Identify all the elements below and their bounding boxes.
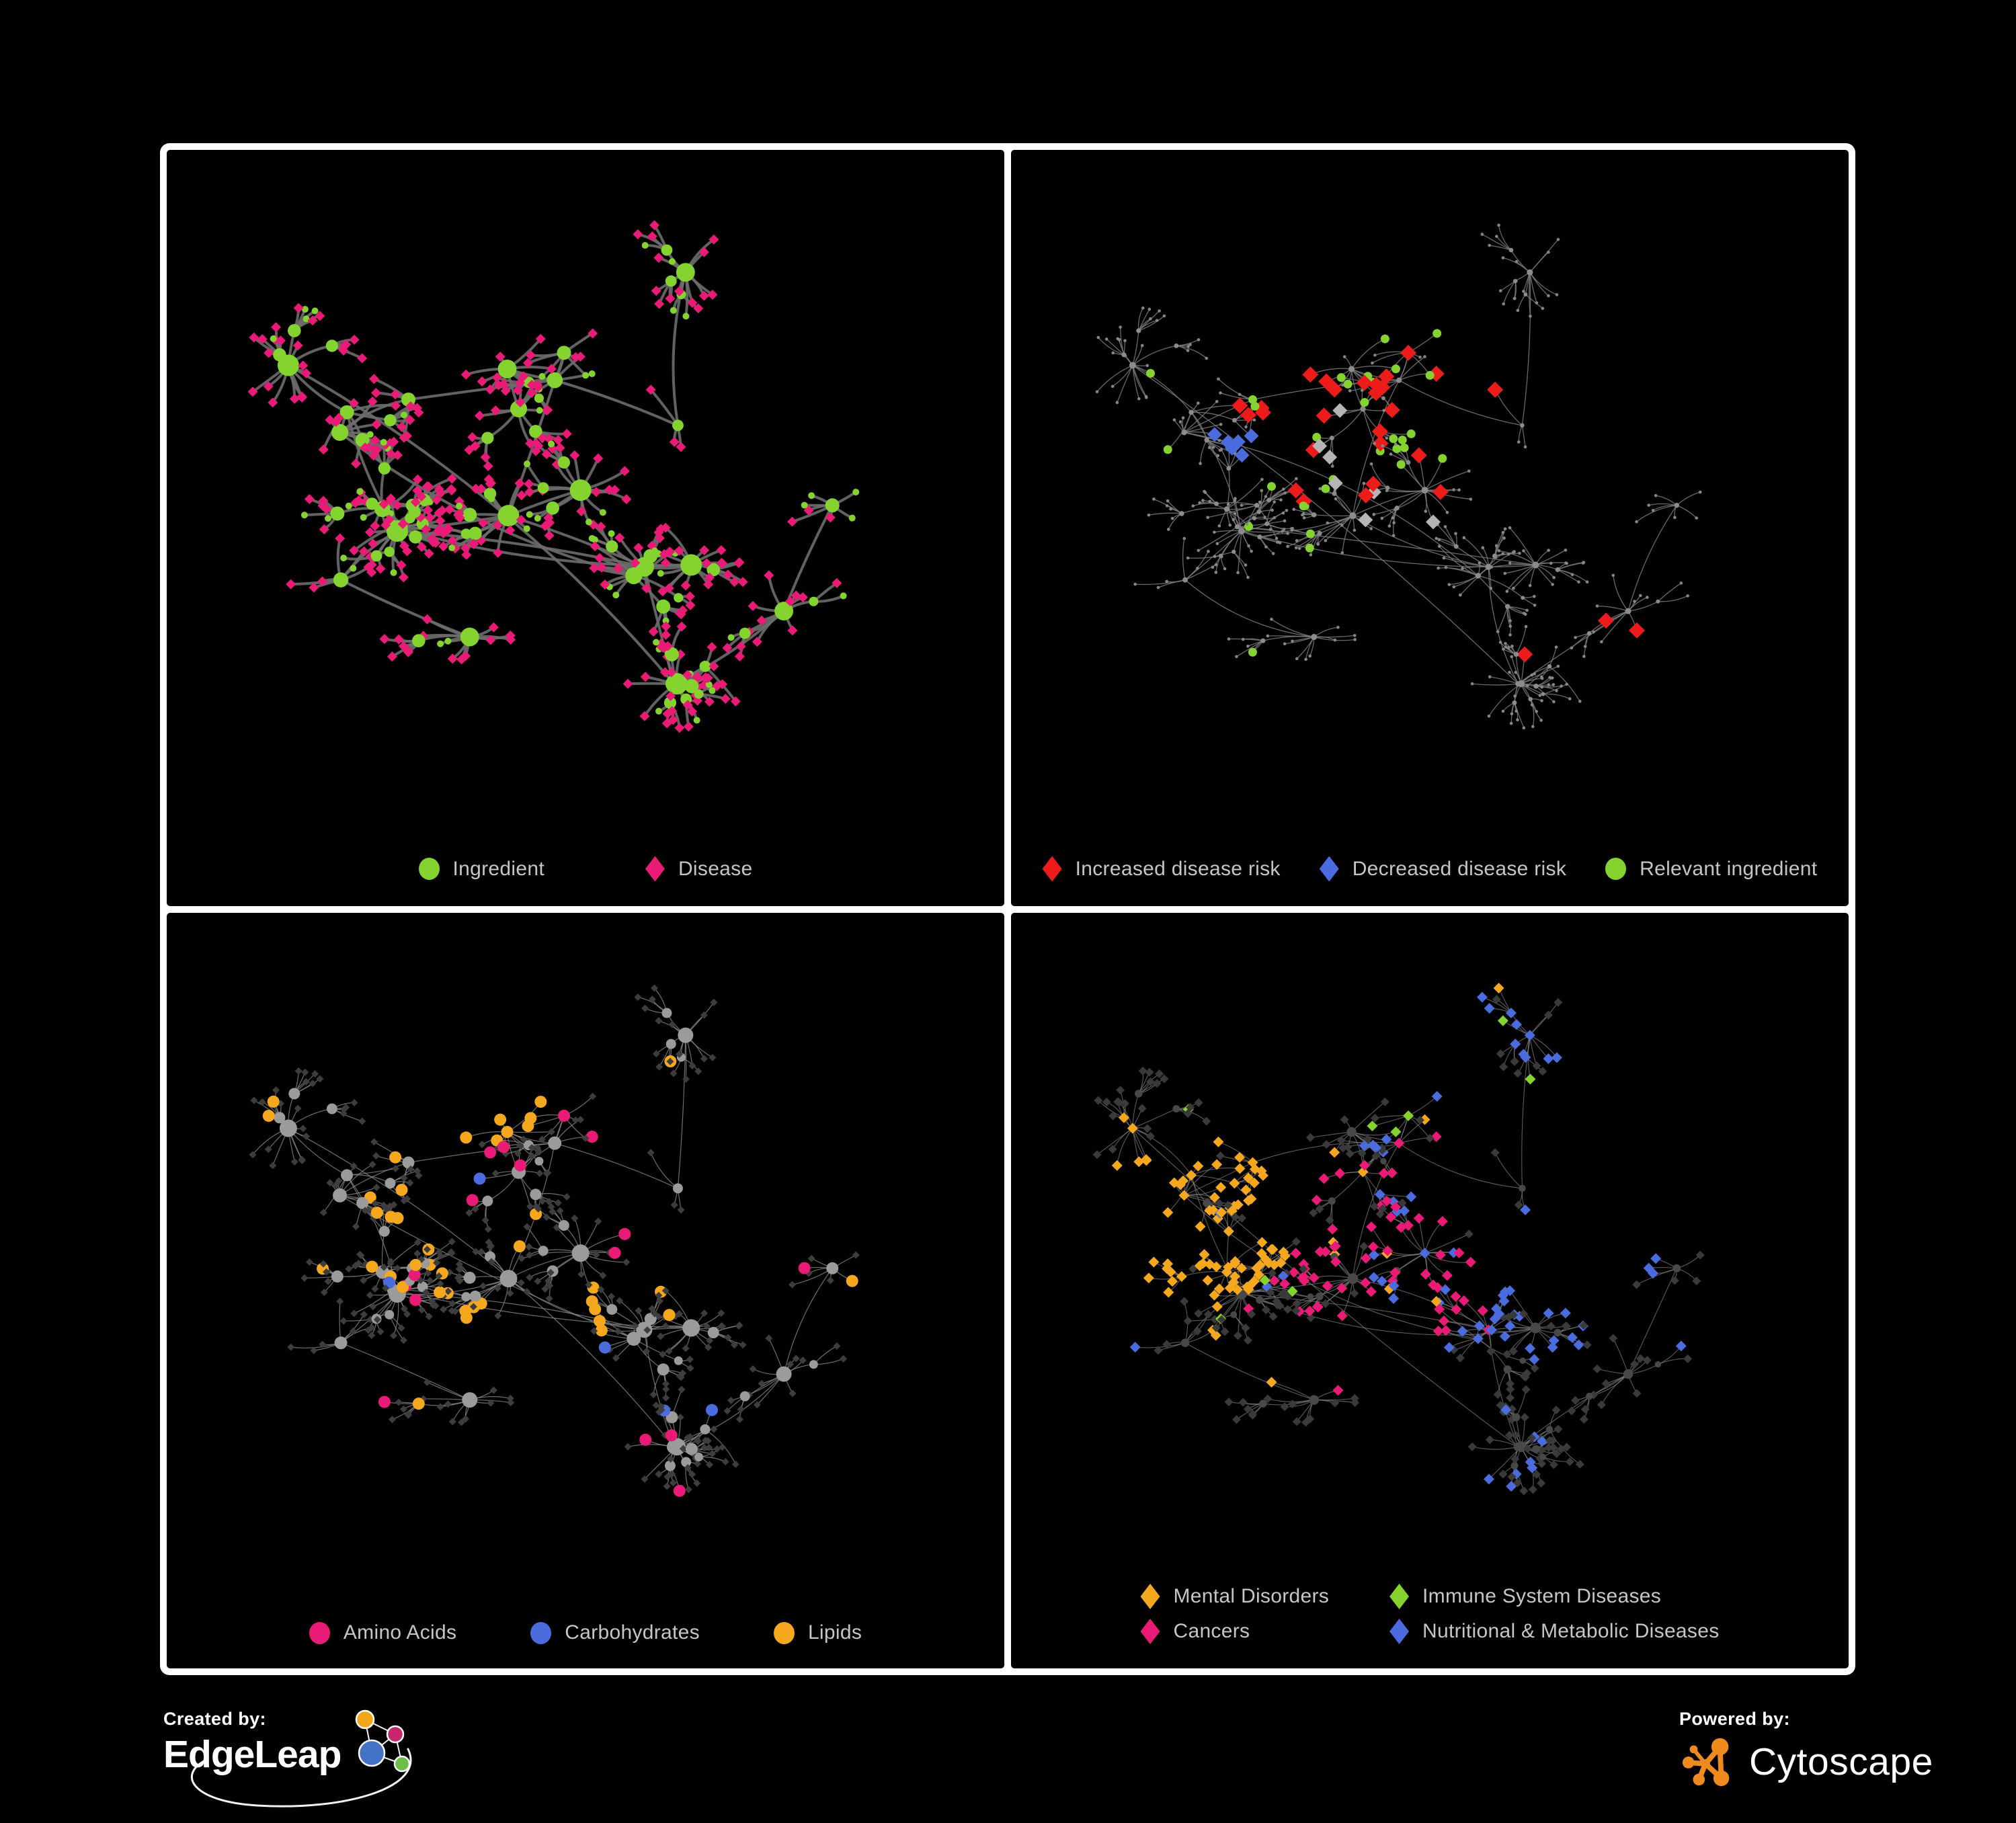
legend: Ingredient Disease <box>167 856 1004 882</box>
circle-marker-icon <box>530 1621 552 1644</box>
network-graph <box>1095 223 1702 730</box>
legend: Mental Disorders Immune System Diseases Ca… <box>1011 1584 1849 1644</box>
diamond-marker-icon <box>1140 1619 1160 1644</box>
diamond-marker-icon <box>1140 1584 1160 1609</box>
legend-label: Immune System Diseases <box>1422 1585 1662 1607</box>
edgeleap-glyph-icon <box>191 1709 412 1808</box>
panel-ingredient-disease-network: Ingredient Disease <box>167 150 1004 906</box>
legend: Increased disease risk Decreased disease … <box>1011 856 1849 882</box>
legend-label: Lipids <box>807 1621 862 1644</box>
panel-disease-category-network: Mental Disorders Immune System Diseases Ca… <box>1011 912 1849 1668</box>
diamond-marker-icon <box>1389 1584 1410 1609</box>
cytoscape-brand: Cytoscape <box>1749 1740 1933 1783</box>
cytoscape-glyph-icon <box>1682 1738 1730 1787</box>
legend-item: Ingredient <box>418 857 545 881</box>
legend-label: Cancers <box>1173 1620 1250 1642</box>
panel-grid: Ingredient Disease Increased disease risk… <box>160 143 1855 1675</box>
legend-label: Increased disease risk <box>1075 857 1281 880</box>
circle-marker-icon <box>773 1621 795 1644</box>
legend-item: Immune System Diseases <box>1389 1584 1719 1609</box>
network-graph <box>249 984 860 1497</box>
legend-label: Decreased disease risk <box>1352 857 1567 880</box>
legend-item: Disease <box>645 856 752 882</box>
panel-nutrient-class-network: Amino Acids Carbohydrates Lipids <box>167 912 1004 1668</box>
diamond-marker-icon <box>1042 856 1062 882</box>
legend-item: Lipids <box>773 1621 862 1644</box>
legend-label: Mental Disorders <box>1173 1585 1330 1607</box>
legend-label: Carbohydrates <box>565 1621 700 1644</box>
legend-item: Increased disease risk <box>1042 856 1281 882</box>
edgeleap-logo: Created by: EdgeLeap <box>163 1709 446 1823</box>
diamond-marker-icon <box>1319 856 1339 882</box>
legend-item: Cancers <box>1140 1619 1330 1644</box>
diamond-marker-icon <box>645 856 665 882</box>
cytoscape-logo: Powered by: Cytoscape <box>1679 1709 1962 1810</box>
legend-item: Mental Disorders <box>1140 1584 1330 1609</box>
legend-item: Nutritional & Metabolic Diseases <box>1389 1619 1719 1644</box>
legend-label: Relevant ingredient <box>1640 857 1818 880</box>
network-graph <box>1092 982 1705 1495</box>
legend-item: Relevant ingredient <box>1605 858 1817 881</box>
diamond-marker-icon <box>1389 1619 1410 1644</box>
legend-label: Nutritional & Metabolic Diseases <box>1422 1620 1720 1642</box>
legend: Amino Acids Carbohydrates Lipids <box>167 1621 1004 1644</box>
circle-marker-icon <box>1605 858 1627 880</box>
created-by-label: Created by: <box>163 1709 266 1729</box>
circle-marker-icon <box>309 1621 330 1644</box>
legend-label: Ingredient <box>452 857 545 880</box>
legend-item: Carbohydrates <box>530 1621 700 1644</box>
legend-item: Decreased disease risk <box>1319 856 1567 882</box>
powered-by-label: Powered by: <box>1679 1709 1790 1729</box>
panel-disease-risk-network: Increased disease risk Decreased disease … <box>1011 150 1849 906</box>
circle-marker-icon <box>418 858 440 880</box>
network-graph <box>247 220 860 733</box>
legend-item: Amino Acids <box>309 1621 456 1644</box>
legend-label: Disease <box>678 857 753 880</box>
legend-label: Amino Acids <box>343 1621 457 1644</box>
edgeleap-brand: EdgeLeap <box>163 1733 341 1776</box>
